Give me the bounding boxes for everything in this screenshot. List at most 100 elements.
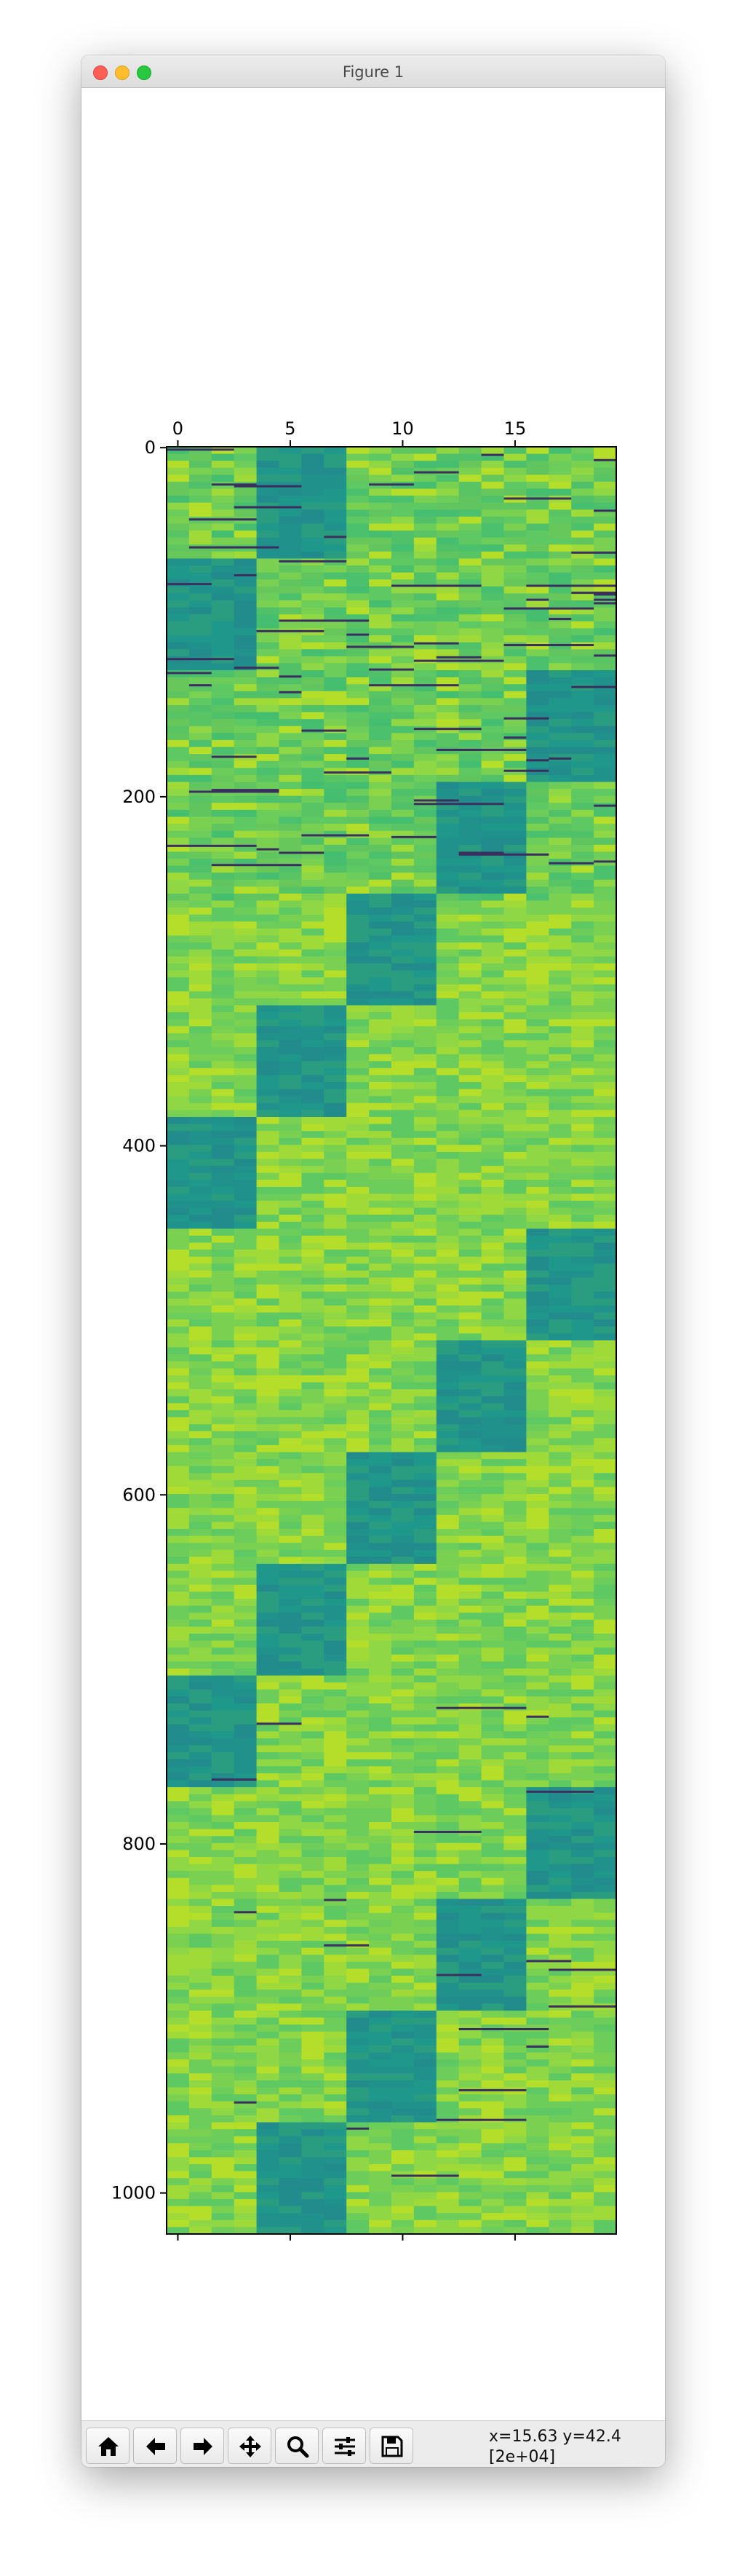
heatmap-cell xyxy=(279,1236,302,1244)
heatmap-cell xyxy=(167,1410,190,1418)
heatmap-cell xyxy=(211,677,235,685)
heatmap-cell xyxy=(503,1933,527,1941)
heatmap-cell xyxy=(346,488,370,496)
maximize-window-button[interactable] xyxy=(137,65,151,80)
heatmap-cell xyxy=(369,516,392,525)
heatmap-cell xyxy=(503,1529,527,1537)
heatmap-cell xyxy=(481,2213,505,2221)
heatmap-cell xyxy=(369,2038,392,2046)
heatmap-cell xyxy=(481,1068,505,1076)
minimize-window-button[interactable] xyxy=(115,65,130,80)
heatmap-cell xyxy=(346,859,370,867)
heatmap-cell xyxy=(167,795,190,803)
heatmap-cell xyxy=(167,467,190,475)
heatmap-cell xyxy=(301,544,324,552)
heatmap-cell xyxy=(413,1996,437,2004)
heatmap-cell xyxy=(503,1186,527,1195)
heatmap-cell xyxy=(549,1850,572,1858)
heatmap-cell xyxy=(346,1263,370,1271)
heatmap-cell xyxy=(481,844,505,853)
heatmap-cell xyxy=(369,1766,392,1774)
heatmap-cell xyxy=(324,1172,347,1180)
heatmap-cell xyxy=(167,977,190,985)
heatmap-cell xyxy=(369,1836,392,1844)
heatmap-cell xyxy=(594,1256,617,1265)
heatmap-cell xyxy=(301,1899,324,1907)
heatmap-cell xyxy=(279,963,302,971)
heatmap-cell xyxy=(503,1815,527,1823)
heatmap-cell xyxy=(279,1773,302,1781)
title-bar[interactable]: Figure 1 xyxy=(81,55,665,88)
heatmap-cell xyxy=(211,1438,235,1446)
heatmap-cell xyxy=(436,2219,460,2227)
heatmap-cell xyxy=(324,1549,347,1557)
heatmap-cell xyxy=(256,1012,280,1020)
heatmap-cell xyxy=(234,1933,258,1941)
heatmap-cell xyxy=(369,1256,392,1265)
heatmap-cell xyxy=(481,1354,505,1362)
heatmap-cell xyxy=(211,600,235,608)
heatmap-cell xyxy=(458,2052,482,2060)
heatmap-cell xyxy=(503,886,527,894)
heatmap-cell xyxy=(481,2150,505,2158)
heatmap-cell xyxy=(256,496,280,504)
heatmap-cell xyxy=(391,1207,415,1215)
heatmap-cell xyxy=(301,838,324,846)
heatmap-cell xyxy=(503,704,527,713)
heatmap-cell xyxy=(279,1110,302,1118)
heatmap-cell xyxy=(594,474,617,482)
heatmap-cell xyxy=(279,1941,302,1949)
heatmap-cell xyxy=(481,474,505,482)
heatmap-cell xyxy=(167,1215,190,1223)
heatmap-cell xyxy=(211,1375,235,1383)
heatmap-cell xyxy=(279,1068,302,1076)
heatmap-cell xyxy=(301,1347,324,1355)
heatmap-cell xyxy=(481,1689,505,1697)
heatmap-cell xyxy=(167,1444,190,1453)
heatmap-cell xyxy=(188,2227,212,2235)
heatmap-cell xyxy=(279,2101,302,2109)
heatmap-cell xyxy=(167,2108,190,2116)
heatmap-cell xyxy=(211,739,235,748)
heatmap-cell xyxy=(324,816,347,824)
heatmap-cell xyxy=(324,1891,347,1900)
heatmap-cell xyxy=(279,830,302,838)
figure-canvas[interactable]: 0 5 10 15 0 200 400 600 800 1000 xyxy=(81,88,665,2420)
heatmap-cell xyxy=(571,691,594,699)
heatmap-cell xyxy=(481,1661,505,1669)
heatmap-cell xyxy=(526,1508,549,1516)
heatmap-cell xyxy=(526,1941,549,1949)
heatmap-cell xyxy=(256,760,280,768)
heatmap-cell xyxy=(256,1696,280,1704)
heatmap-cell xyxy=(413,1724,437,1732)
heatmap-cell xyxy=(369,1263,392,1271)
heatmap-cell xyxy=(279,649,302,657)
heatmap-cell xyxy=(549,1864,572,1872)
heatmap-cell xyxy=(346,1500,370,1508)
heatmap-cell xyxy=(324,1236,347,1244)
heatmap-cell xyxy=(279,1675,302,1683)
heatmap-cell xyxy=(211,684,235,692)
heatmap-cell xyxy=(458,865,482,873)
heatmap-cell xyxy=(391,586,415,595)
heatmap-cell xyxy=(458,921,482,929)
heatmap-cell xyxy=(571,467,594,475)
heatmap-cell xyxy=(279,1961,302,1970)
heatmap-cell xyxy=(571,1347,594,1355)
heatmap-cell xyxy=(256,1444,280,1453)
close-window-button[interactable] xyxy=(93,65,108,80)
heatmap-cell xyxy=(167,1263,190,1271)
heatmap-cell xyxy=(503,2003,527,2011)
heatmap-cell xyxy=(413,1850,437,1858)
heatmap-cell xyxy=(391,1543,415,1551)
heatmap-cell xyxy=(324,1326,347,1334)
heatmap-cell xyxy=(167,474,190,482)
heatmap-cell xyxy=(458,1989,482,1997)
heatmap-cell xyxy=(594,1075,617,1083)
heatmap-cell xyxy=(279,1578,302,1586)
heatmap-cell xyxy=(234,1479,258,1488)
heatmap-cell xyxy=(526,1745,549,1753)
heatmap-cell xyxy=(279,1096,302,1104)
heatmap-cell xyxy=(503,1431,527,1439)
